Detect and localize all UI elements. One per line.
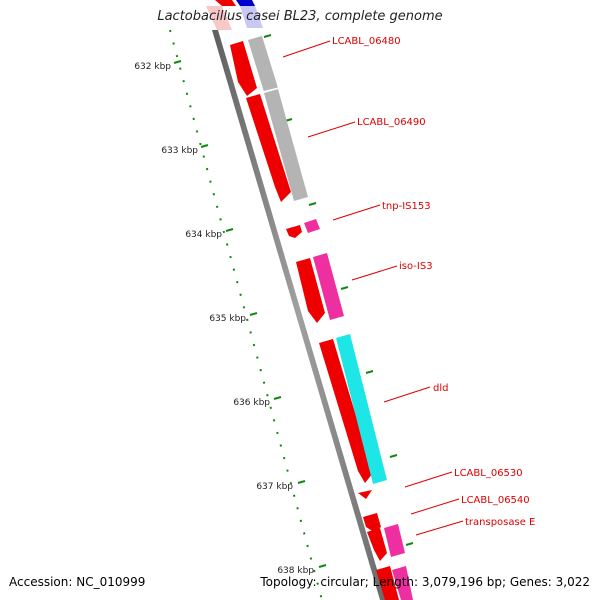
gene-label-LCABL_06540[interactable]: LCABL_06540 — [461, 495, 530, 506]
gene-label-LCABL_06530[interactable]: LCABL_06530 — [454, 468, 523, 479]
gene-tnp-IS153[interactable] — [304, 219, 320, 233]
cds-bottom-partial[interactable] — [376, 566, 399, 600]
accession-text: Accession: NC_010999 — [9, 575, 146, 589]
gene-dld[interactable] — [336, 334, 387, 484]
scale-tick-636 — [273, 396, 282, 400]
scale-tick-632 — [173, 60, 182, 64]
scale-label-636: 636 kbp — [233, 398, 270, 408]
genome-summary-text: Topology: circular; Length: 3,079,196 bp… — [260, 575, 590, 589]
cds-LCABL_06540[interactable] — [363, 513, 381, 532]
scale-ticks — [173, 60, 327, 568]
cds-iso-IS3[interactable] — [296, 258, 325, 323]
scale-tick-634 — [225, 228, 234, 232]
gene-label-tnp-IS153[interactable]: tnp-IS153 — [382, 201, 431, 212]
cds-tnp-IS153[interactable] — [286, 225, 302, 238]
gene-label-transposase-E[interactable]: transposase E — [465, 517, 535, 528]
scale-label-637: 637 kbp — [256, 482, 293, 492]
gene-iso-IS3[interactable] — [313, 253, 344, 320]
scale-tick-637 — [297, 480, 306, 484]
cds-dld[interactable] — [319, 339, 373, 483]
cds-transposase-E[interactable] — [367, 528, 387, 561]
feature-top-lavender[interactable] — [240, 6, 263, 28]
gene-label-dld[interactable]: dld — [433, 383, 448, 394]
scale-tick-635 — [249, 312, 258, 316]
gene-label-iso-IS3[interactable]: iso-IS3 — [399, 261, 433, 272]
gene-bottom-pink[interactable] — [392, 566, 413, 600]
genome-title: Lactobacillus casei BL23, complete genom… — [157, 9, 443, 24]
scale-label-638: 638 kbp — [277, 566, 314, 576]
scale-label-633: 633 kbp — [161, 146, 198, 156]
gene-LCABL_06540[interactable] — [384, 524, 405, 557]
gene-LCABL_06490[interactable] — [264, 89, 308, 201]
scale-label-632: 632 kbp — [134, 62, 171, 72]
feature-top-pink[interactable] — [206, 6, 232, 30]
feature-top-blue[interactable] — [236, 0, 255, 6]
genome-backbone — [212, 30, 386, 600]
gene-LCABL_06480[interactable] — [248, 36, 278, 92]
cds-LCABL_06480[interactable] — [230, 41, 257, 96]
outer-ticks — [263, 34, 414, 546]
gene-label-LCABL_06480[interactable]: LCABL_06480 — [332, 36, 401, 47]
gene-label-LCABL_06490[interactable]: LCABL_06490 — [357, 117, 426, 128]
scale-label-635: 635 kbp — [209, 314, 246, 324]
scale-tick-633 — [200, 144, 209, 148]
scale-tick-638 — [318, 564, 327, 568]
feature-top-red[interactable] — [215, 0, 236, 6]
label-leaders — [282, 40, 464, 536]
cds-LCABL_06530[interactable] — [358, 490, 372, 499]
scale-label-634: 634 kbp — [185, 230, 222, 240]
cds-LCABL_06490[interactable] — [246, 94, 291, 202]
